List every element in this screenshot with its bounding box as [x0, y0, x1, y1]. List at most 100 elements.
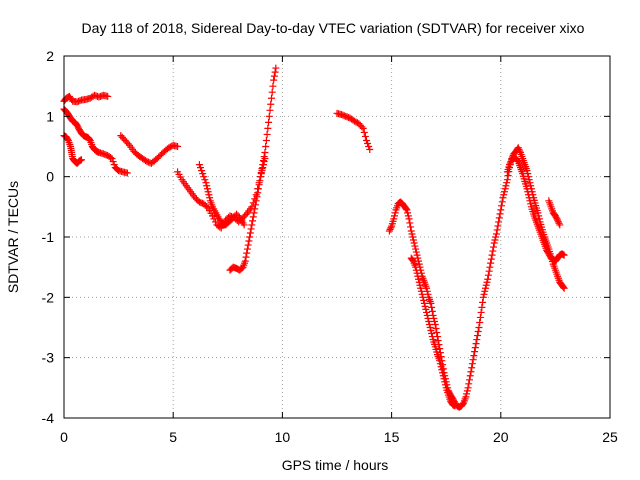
data-point	[477, 308, 485, 316]
data-point	[490, 243, 498, 251]
data-point	[420, 299, 428, 307]
data-point	[523, 185, 531, 193]
data-point	[269, 82, 277, 90]
data-point	[407, 227, 415, 235]
data-point	[258, 167, 266, 175]
data-point	[261, 155, 269, 163]
data-point	[423, 311, 431, 319]
data-point	[466, 372, 474, 380]
x-tick-label: 10	[275, 429, 291, 445]
data-point	[478, 303, 486, 311]
data-point	[503, 179, 511, 187]
data-point	[471, 348, 479, 356]
data-point	[409, 236, 417, 244]
data-point	[418, 290, 426, 298]
data-point	[251, 205, 259, 213]
data-point	[255, 181, 263, 189]
data-point	[498, 198, 506, 206]
data-point	[411, 242, 419, 250]
series-arc-11	[503, 153, 568, 265]
data-point	[203, 185, 211, 193]
data-point	[469, 356, 477, 364]
data-point	[427, 299, 435, 307]
data-point	[409, 256, 417, 264]
data-point	[365, 143, 373, 150]
data-point	[254, 189, 262, 197]
data-point	[200, 173, 208, 181]
data-point	[560, 284, 568, 292]
data-point	[515, 145, 523, 153]
data-point	[428, 307, 436, 315]
data-point	[409, 233, 417, 241]
data-point	[426, 324, 434, 331]
data-point	[432, 325, 440, 333]
data-point	[254, 185, 262, 193]
data-point	[407, 223, 415, 231]
data-point	[270, 72, 278, 80]
data-point	[524, 188, 532, 196]
series-arc-5	[174, 64, 280, 232]
data-points	[60, 64, 568, 411]
data-point	[77, 156, 85, 164]
y-axis-label: SDTVAR / TECUs	[5, 181, 21, 293]
data-point	[386, 225, 394, 233]
data-point	[490, 239, 498, 247]
data-point	[410, 239, 418, 247]
data-point	[249, 213, 257, 221]
data-point	[439, 369, 447, 377]
data-point	[554, 216, 562, 224]
data-point	[198, 167, 206, 175]
data-point	[385, 227, 393, 235]
data-point	[502, 182, 510, 190]
series-arc-6	[195, 161, 248, 229]
data-point	[487, 259, 495, 267]
data-point	[364, 139, 372, 147]
data-point	[462, 393, 470, 401]
data-point	[421, 302, 429, 310]
data-point	[272, 64, 280, 72]
data-point	[525, 176, 533, 184]
data-point	[553, 215, 561, 223]
x-tick-label: 15	[384, 429, 400, 445]
axis-ticks: 0 5 10 15 20 25 -4 -3 -2 -1 0 1 2	[42, 48, 618, 445]
data-point	[434, 337, 442, 345]
y-tick-label: 0	[46, 169, 54, 185]
data-point	[486, 263, 494, 271]
data-point	[468, 360, 476, 368]
data-point	[526, 197, 534, 205]
data-point	[197, 164, 204, 172]
data-point	[497, 206, 505, 214]
data-point	[403, 206, 411, 214]
data-point	[202, 179, 210, 187]
data-point	[256, 177, 264, 185]
data-point	[261, 149, 269, 157]
data-point	[109, 158, 117, 166]
data-point	[259, 164, 267, 172]
data-point	[438, 366, 446, 374]
data-point	[514, 144, 522, 152]
data-point	[487, 255, 495, 263]
data-point	[248, 221, 256, 229]
data-point	[419, 293, 427, 301]
data-point	[413, 251, 421, 259]
data-point	[205, 191, 213, 199]
data-point	[390, 215, 398, 223]
data-point	[464, 384, 472, 392]
data-point	[267, 100, 275, 108]
y-tick-label: 1	[46, 108, 54, 124]
data-point	[471, 344, 479, 352]
series-arc-2	[60, 105, 131, 177]
data-point	[249, 217, 257, 225]
data-point	[436, 360, 444, 368]
data-point	[489, 247, 497, 255]
data-point	[257, 170, 265, 178]
data-point	[415, 275, 423, 283]
data-point	[525, 194, 533, 202]
data-point	[265, 118, 273, 126]
data-point	[260, 158, 268, 166]
data-point	[474, 328, 482, 336]
data-point	[174, 143, 182, 150]
data-point	[391, 209, 399, 217]
data-point	[441, 378, 449, 386]
series-arc-7	[226, 155, 269, 274]
